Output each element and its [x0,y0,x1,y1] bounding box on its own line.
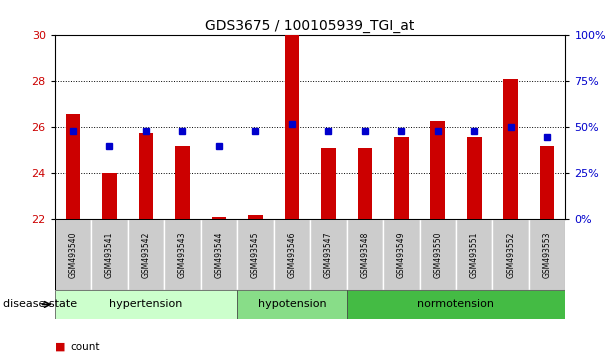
Bar [492,219,529,290]
Bar [321,148,336,219]
Bar [201,219,237,290]
Text: hypertension: hypertension [109,299,182,309]
Text: ■: ■ [55,342,65,352]
Text: GSM493546: GSM493546 [288,232,296,278]
Bar [347,219,383,290]
Bar [248,215,263,219]
Text: hypotension: hypotension [258,299,326,309]
Bar [164,219,201,290]
Text: count: count [70,342,100,352]
Title: GDS3675 / 100105939_TGI_at: GDS3675 / 100105939_TGI_at [206,19,415,33]
Bar [175,146,190,219]
Bar [456,219,492,290]
Bar [55,290,237,319]
Bar [102,173,117,219]
Bar [212,217,226,219]
Bar [430,120,445,219]
Text: GSM493547: GSM493547 [324,232,333,278]
Text: GSM493549: GSM493549 [397,232,406,278]
Bar [503,79,518,219]
Bar [420,219,456,290]
Text: disease state: disease state [3,299,77,309]
Bar [310,219,347,290]
Bar [237,219,274,290]
Bar [237,290,347,319]
Text: GSM493548: GSM493548 [361,232,369,278]
Bar [394,137,409,219]
Text: GSM493553: GSM493553 [543,232,551,278]
Text: GSM493551: GSM493551 [470,232,478,278]
Text: GSM493542: GSM493542 [142,232,150,278]
Bar [529,219,565,290]
Bar [274,219,310,290]
Text: GSM493541: GSM493541 [105,232,114,278]
Bar [467,137,482,219]
Bar [128,219,164,290]
Text: GSM493544: GSM493544 [215,232,223,278]
Bar [347,290,565,319]
Bar [383,219,420,290]
Bar [91,219,128,290]
Bar [55,219,91,290]
Text: GSM493552: GSM493552 [506,232,515,278]
Bar [285,35,299,219]
Bar [358,148,372,219]
Text: GSM493545: GSM493545 [251,232,260,278]
Bar [139,133,153,219]
Text: normotension: normotension [418,299,494,309]
Text: GSM493550: GSM493550 [434,232,442,278]
Bar [540,146,554,219]
Text: GSM493543: GSM493543 [178,232,187,278]
Bar [66,114,80,219]
Text: GSM493540: GSM493540 [69,232,77,278]
